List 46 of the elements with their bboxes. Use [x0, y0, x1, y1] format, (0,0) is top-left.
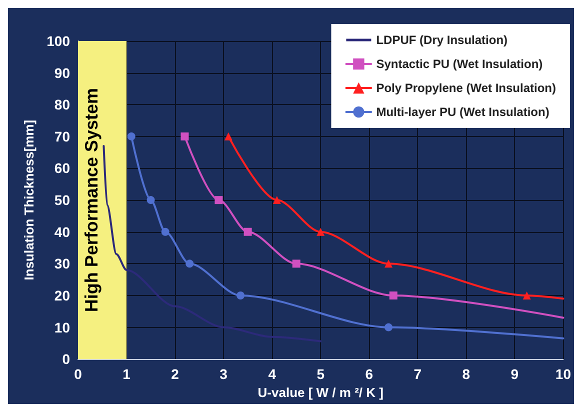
point — [180, 132, 189, 140]
y-tick-label: 90 — [54, 64, 70, 81]
legend-label: Multi-layer PU (Wet Insulation) — [376, 105, 550, 119]
x-tick-label: 1 — [122, 366, 131, 382]
point — [236, 291, 245, 300]
y-tick-label: 30 — [54, 256, 70, 272]
legend-label: Syntactic PU (Wet Insulation) — [376, 57, 543, 71]
x-tick-label: 9 — [510, 366, 519, 382]
point — [384, 323, 393, 332]
point — [389, 291, 398, 300]
y-tick-label: 60 — [54, 160, 70, 176]
band-label: High Performance System — [82, 88, 102, 312]
x-axis-title: U-value [ W / m ²/ K ] — [258, 385, 384, 400]
y-tick-label: 70 — [54, 128, 70, 144]
point — [186, 260, 194, 268]
x-tick-label: 10 — [555, 366, 572, 382]
legend-label: LDPUF (Dry Insulation) — [376, 33, 508, 47]
point — [244, 228, 252, 236]
point — [146, 196, 155, 204]
y-tick-label: 0 — [62, 351, 70, 368]
x-tick-label: 6 — [365, 366, 374, 382]
point — [161, 228, 170, 236]
point — [214, 196, 223, 204]
point — [522, 291, 531, 300]
point — [316, 228, 325, 236]
x-tick-label: 7 — [414, 366, 422, 382]
x-tick-label: 0 — [74, 366, 82, 382]
line-series — [102, 144, 322, 342]
y-tick-label: 20 — [54, 287, 70, 304]
legend-label: Poly Propylene (Wet Insulation) — [376, 81, 556, 95]
point — [224, 132, 232, 140]
y-tick-label: 50 — [54, 192, 70, 208]
y-tick-label: 10 — [54, 319, 70, 336]
x-tick-label: 2 — [171, 366, 180, 382]
y-tick-label: 80 — [54, 96, 70, 113]
y-axis-title: Insulation Thickness[mm] — [22, 120, 37, 280]
point — [384, 260, 393, 268]
x-tick-label: 5 — [316, 366, 325, 382]
point — [292, 260, 300, 268]
point — [272, 196, 281, 204]
y-tick-label: 100 — [46, 33, 70, 49]
x-tick-label: 4 — [268, 366, 276, 382]
x-tick-label: 3 — [220, 366, 228, 382]
y-tick-label: 40 — [54, 224, 70, 240]
point — [127, 132, 136, 140]
x-tick-label: 8 — [462, 366, 470, 382]
